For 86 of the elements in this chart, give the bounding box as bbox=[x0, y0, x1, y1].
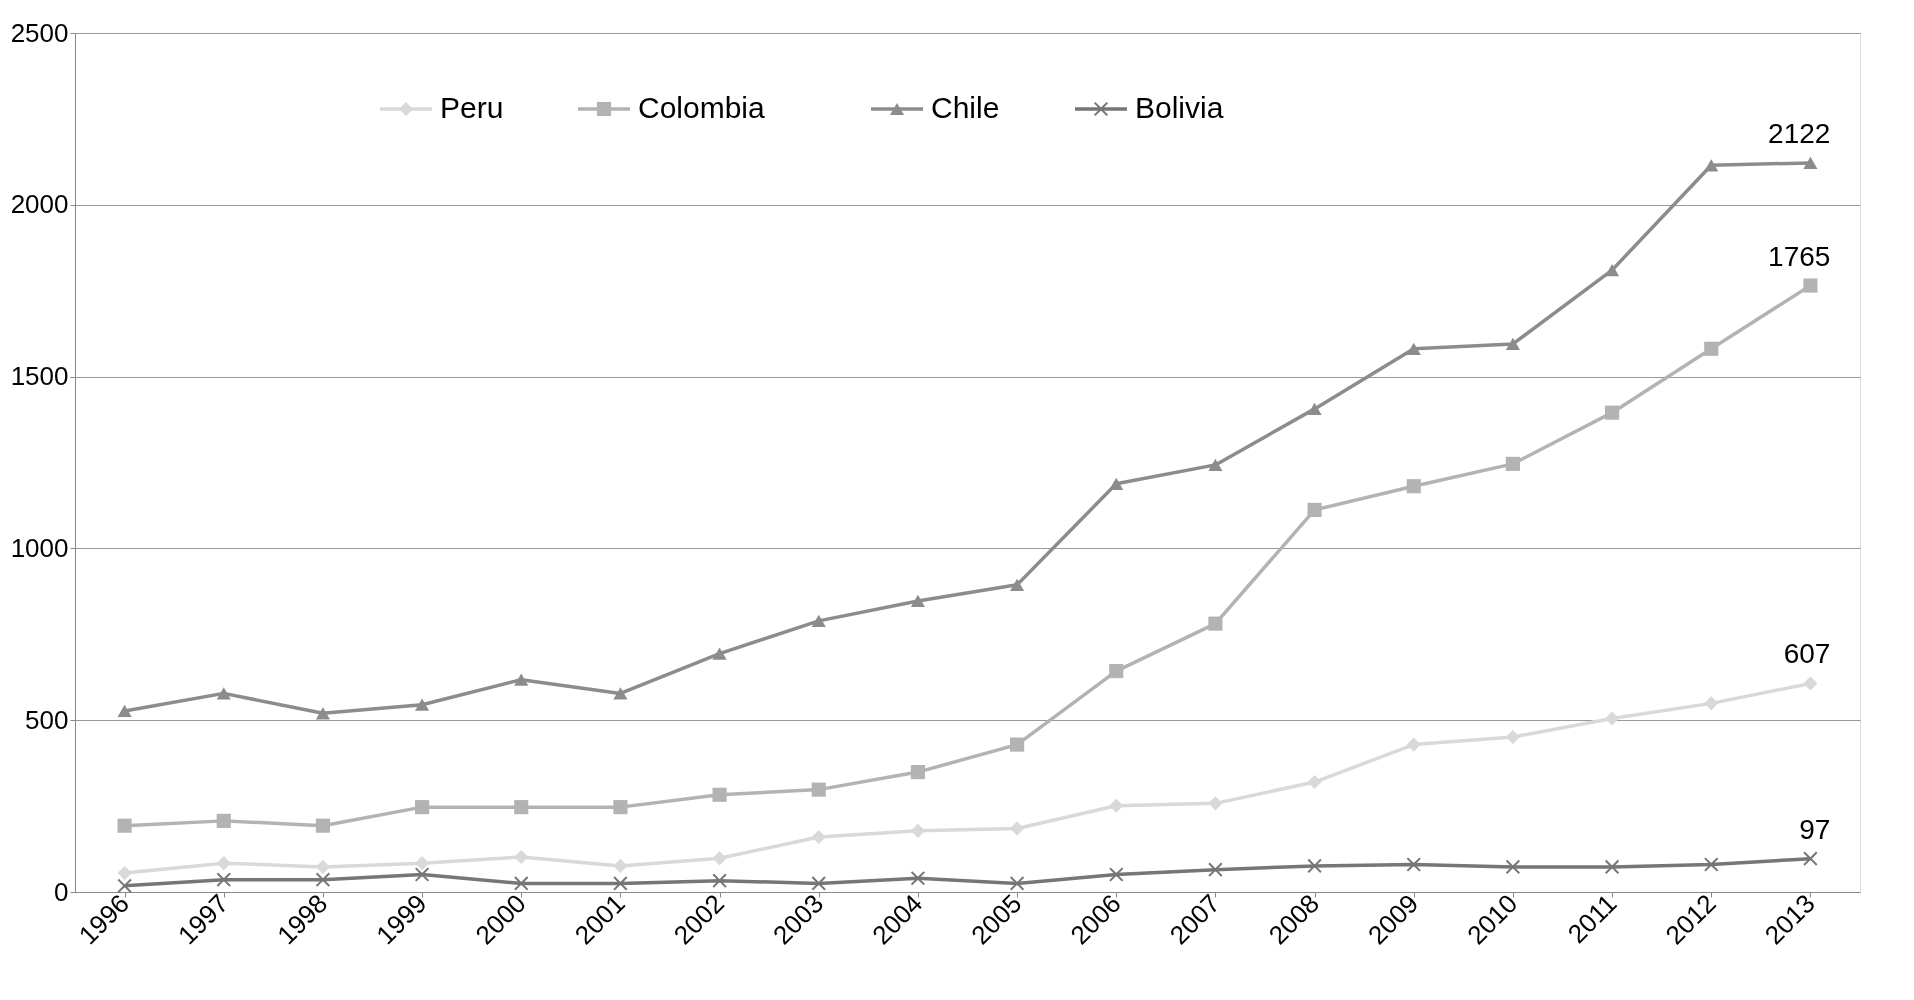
y-tick-label: 2500 bbox=[10, 17, 69, 48]
point bbox=[910, 871, 925, 886]
point bbox=[1010, 578, 1025, 591]
point bbox=[415, 800, 430, 815]
point bbox=[1109, 663, 1124, 679]
point bbox=[514, 800, 529, 815]
point bbox=[613, 876, 628, 891]
point bbox=[910, 765, 925, 780]
point bbox=[117, 818, 132, 833]
point bbox=[811, 829, 826, 845]
point bbox=[811, 876, 826, 891]
point bbox=[1208, 862, 1223, 877]
point bbox=[1109, 477, 1124, 490]
point bbox=[1010, 821, 1025, 836]
point bbox=[712, 851, 727, 866]
point bbox=[1109, 867, 1124, 882]
point bbox=[1605, 711, 1620, 726]
point bbox=[1505, 729, 1520, 745]
point bbox=[117, 704, 132, 718]
point bbox=[514, 876, 529, 891]
point bbox=[1010, 876, 1025, 891]
y-tick-label: 500 bbox=[25, 704, 69, 735]
point bbox=[1307, 858, 1322, 873]
point bbox=[514, 849, 529, 865]
point bbox=[216, 813, 231, 828]
point bbox=[712, 787, 727, 802]
point bbox=[315, 872, 330, 887]
point bbox=[1803, 278, 1818, 293]
point bbox=[415, 856, 430, 871]
point bbox=[1505, 337, 1520, 351]
point bbox=[1605, 263, 1620, 277]
point bbox=[1605, 405, 1620, 420]
point bbox=[910, 823, 925, 838]
point bbox=[1704, 696, 1719, 711]
point bbox=[1704, 159, 1719, 172]
point bbox=[1208, 616, 1223, 631]
point bbox=[1307, 402, 1322, 416]
y-tick-label: 0 bbox=[54, 876, 69, 907]
point bbox=[1704, 341, 1719, 356]
point bbox=[1010, 737, 1025, 752]
legend-label: Bolivia bbox=[1135, 91, 1224, 124]
y-tick-label: 1500 bbox=[10, 361, 69, 392]
point bbox=[910, 594, 925, 608]
data-label: 97 bbox=[1799, 813, 1831, 845]
y-tick-label: 1000 bbox=[10, 532, 69, 563]
point bbox=[315, 707, 330, 720]
y-tick-label: 2000 bbox=[10, 189, 69, 220]
point bbox=[216, 687, 231, 700]
point bbox=[1803, 851, 1818, 866]
point bbox=[1307, 502, 1322, 517]
point bbox=[1406, 342, 1421, 355]
point bbox=[1406, 479, 1421, 494]
point bbox=[613, 800, 628, 815]
point bbox=[811, 614, 826, 628]
point bbox=[811, 782, 826, 797]
point bbox=[117, 878, 132, 893]
point bbox=[415, 698, 430, 711]
point bbox=[712, 647, 727, 660]
point bbox=[1406, 737, 1421, 752]
point bbox=[1605, 859, 1620, 874]
point bbox=[216, 856, 231, 871]
point bbox=[415, 867, 430, 882]
point bbox=[1704, 857, 1719, 872]
point bbox=[315, 859, 330, 874]
data-label: 607 bbox=[1783, 638, 1831, 670]
point bbox=[117, 866, 132, 881]
point bbox=[514, 673, 529, 686]
point bbox=[613, 687, 628, 700]
data-label: 1765 bbox=[1768, 240, 1831, 272]
legend-label: Peru bbox=[440, 91, 504, 124]
data-label: 2122 bbox=[1768, 117, 1831, 149]
point bbox=[1109, 798, 1124, 813]
point bbox=[315, 818, 330, 833]
point bbox=[712, 873, 727, 888]
point bbox=[1208, 796, 1223, 811]
legend-label: Chile bbox=[931, 91, 1000, 124]
point bbox=[1406, 857, 1421, 872]
point bbox=[613, 858, 628, 873]
point bbox=[216, 872, 231, 887]
legend-label: Colombia bbox=[638, 91, 766, 124]
point bbox=[1803, 676, 1818, 691]
point bbox=[1505, 859, 1520, 874]
point bbox=[1307, 774, 1322, 790]
point bbox=[1505, 456, 1520, 471]
point bbox=[1803, 156, 1818, 169]
point bbox=[1208, 458, 1223, 472]
